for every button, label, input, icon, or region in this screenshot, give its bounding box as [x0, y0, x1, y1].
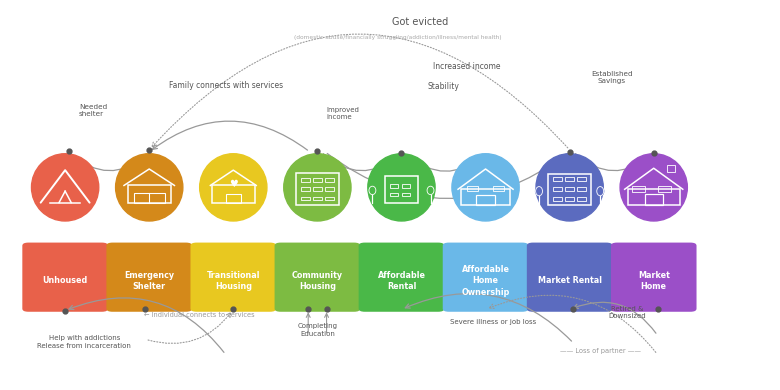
Ellipse shape — [115, 154, 183, 221]
Bar — [300, 197, 310, 200]
Text: Affordable
Rental: Affordable Rental — [378, 271, 425, 291]
Bar — [390, 193, 398, 196]
Bar — [628, 189, 679, 205]
Bar — [577, 187, 587, 191]
Bar — [493, 186, 504, 191]
Text: Stability: Stability — [427, 82, 459, 90]
Text: Community
Housing: Community Housing — [292, 271, 343, 291]
Bar — [300, 187, 310, 191]
Bar — [212, 185, 255, 204]
Bar — [390, 184, 398, 188]
Text: ← Individual connects to services: ← Individual connects to services — [144, 312, 254, 317]
Text: Completing
Education: Completing Education — [297, 323, 338, 337]
Bar — [325, 178, 334, 182]
Bar — [477, 195, 495, 204]
Bar — [565, 197, 574, 201]
Ellipse shape — [427, 186, 434, 195]
FancyBboxPatch shape — [359, 243, 445, 312]
Bar — [467, 186, 478, 191]
Text: Retired &
Downsized: Retired & Downsized — [608, 306, 646, 319]
Bar — [385, 176, 418, 204]
FancyBboxPatch shape — [443, 243, 528, 312]
Bar — [644, 194, 663, 205]
Bar — [577, 197, 587, 201]
Bar — [577, 177, 587, 181]
FancyBboxPatch shape — [190, 243, 276, 312]
Text: Emergency
Shelter: Emergency Shelter — [124, 271, 174, 291]
Text: Increased income: Increased income — [433, 62, 500, 71]
Bar — [548, 174, 591, 205]
FancyBboxPatch shape — [23, 243, 108, 312]
Text: Got evicted: Got evicted — [392, 17, 448, 27]
Text: Unhoused: Unhoused — [42, 277, 88, 285]
Text: ♥: ♥ — [229, 179, 238, 188]
Bar — [325, 197, 334, 200]
Ellipse shape — [369, 186, 376, 195]
Bar — [658, 186, 671, 192]
Bar — [313, 187, 322, 191]
Bar — [402, 193, 410, 196]
Ellipse shape — [368, 154, 435, 221]
FancyBboxPatch shape — [526, 243, 612, 312]
Text: (domestic abuse/financially struggling/addiction/illness/mental health): (domestic abuse/financially struggling/a… — [294, 35, 502, 40]
Ellipse shape — [200, 154, 267, 221]
Ellipse shape — [452, 154, 519, 221]
Text: Affordable
Home
Ownership: Affordable Home Ownership — [461, 265, 510, 296]
Ellipse shape — [31, 154, 99, 221]
Text: Severe illness or job loss: Severe illness or job loss — [450, 319, 537, 325]
Bar — [134, 193, 165, 204]
Text: Market Rental: Market Rental — [537, 277, 601, 285]
FancyBboxPatch shape — [106, 243, 192, 312]
Bar — [296, 173, 339, 205]
Text: —— Loss of partner ——: —— Loss of partner —— — [560, 348, 640, 354]
Text: Needed
shelter: Needed shelter — [79, 104, 107, 117]
Text: Transitional
Housing: Transitional Housing — [207, 271, 260, 291]
Bar — [225, 194, 241, 204]
Ellipse shape — [284, 154, 351, 221]
Bar — [553, 187, 562, 191]
Bar — [565, 187, 574, 191]
FancyBboxPatch shape — [275, 243, 360, 312]
Ellipse shape — [620, 154, 687, 221]
Ellipse shape — [597, 186, 604, 196]
Bar — [313, 178, 322, 182]
Bar — [325, 187, 334, 191]
Bar — [461, 188, 510, 204]
FancyBboxPatch shape — [611, 243, 697, 312]
Bar — [553, 177, 562, 181]
Bar — [633, 186, 644, 192]
Ellipse shape — [536, 186, 543, 196]
Bar — [668, 165, 675, 172]
Text: Established
Savings: Established Savings — [591, 71, 633, 84]
Bar — [313, 197, 322, 200]
Bar — [300, 178, 310, 182]
Text: Family connects with services: Family connects with services — [168, 81, 282, 90]
Bar — [128, 185, 171, 204]
Ellipse shape — [536, 154, 603, 221]
Bar — [553, 197, 562, 201]
Text: Improved
income: Improved income — [327, 108, 360, 121]
Text: Help with addictions
Release from incarceration: Help with addictions Release from incarc… — [37, 335, 131, 349]
Bar — [565, 177, 574, 181]
Bar — [402, 184, 410, 188]
Text: Market
Home: Market Home — [638, 271, 670, 291]
